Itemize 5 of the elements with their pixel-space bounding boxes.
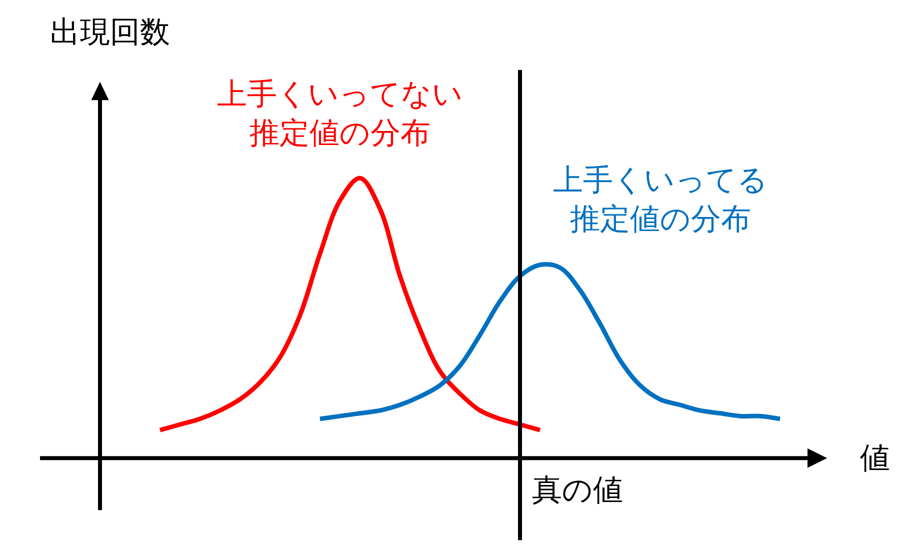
x-axis-title: 値 (860, 441, 890, 476)
text: 上手くいってない推定値の分布 (217, 77, 463, 151)
text: 真の値 (532, 473, 623, 508)
series-label: 上手くいってる推定値の分布 (553, 163, 768, 237)
y-axis-title: 出現回数 (50, 15, 170, 50)
